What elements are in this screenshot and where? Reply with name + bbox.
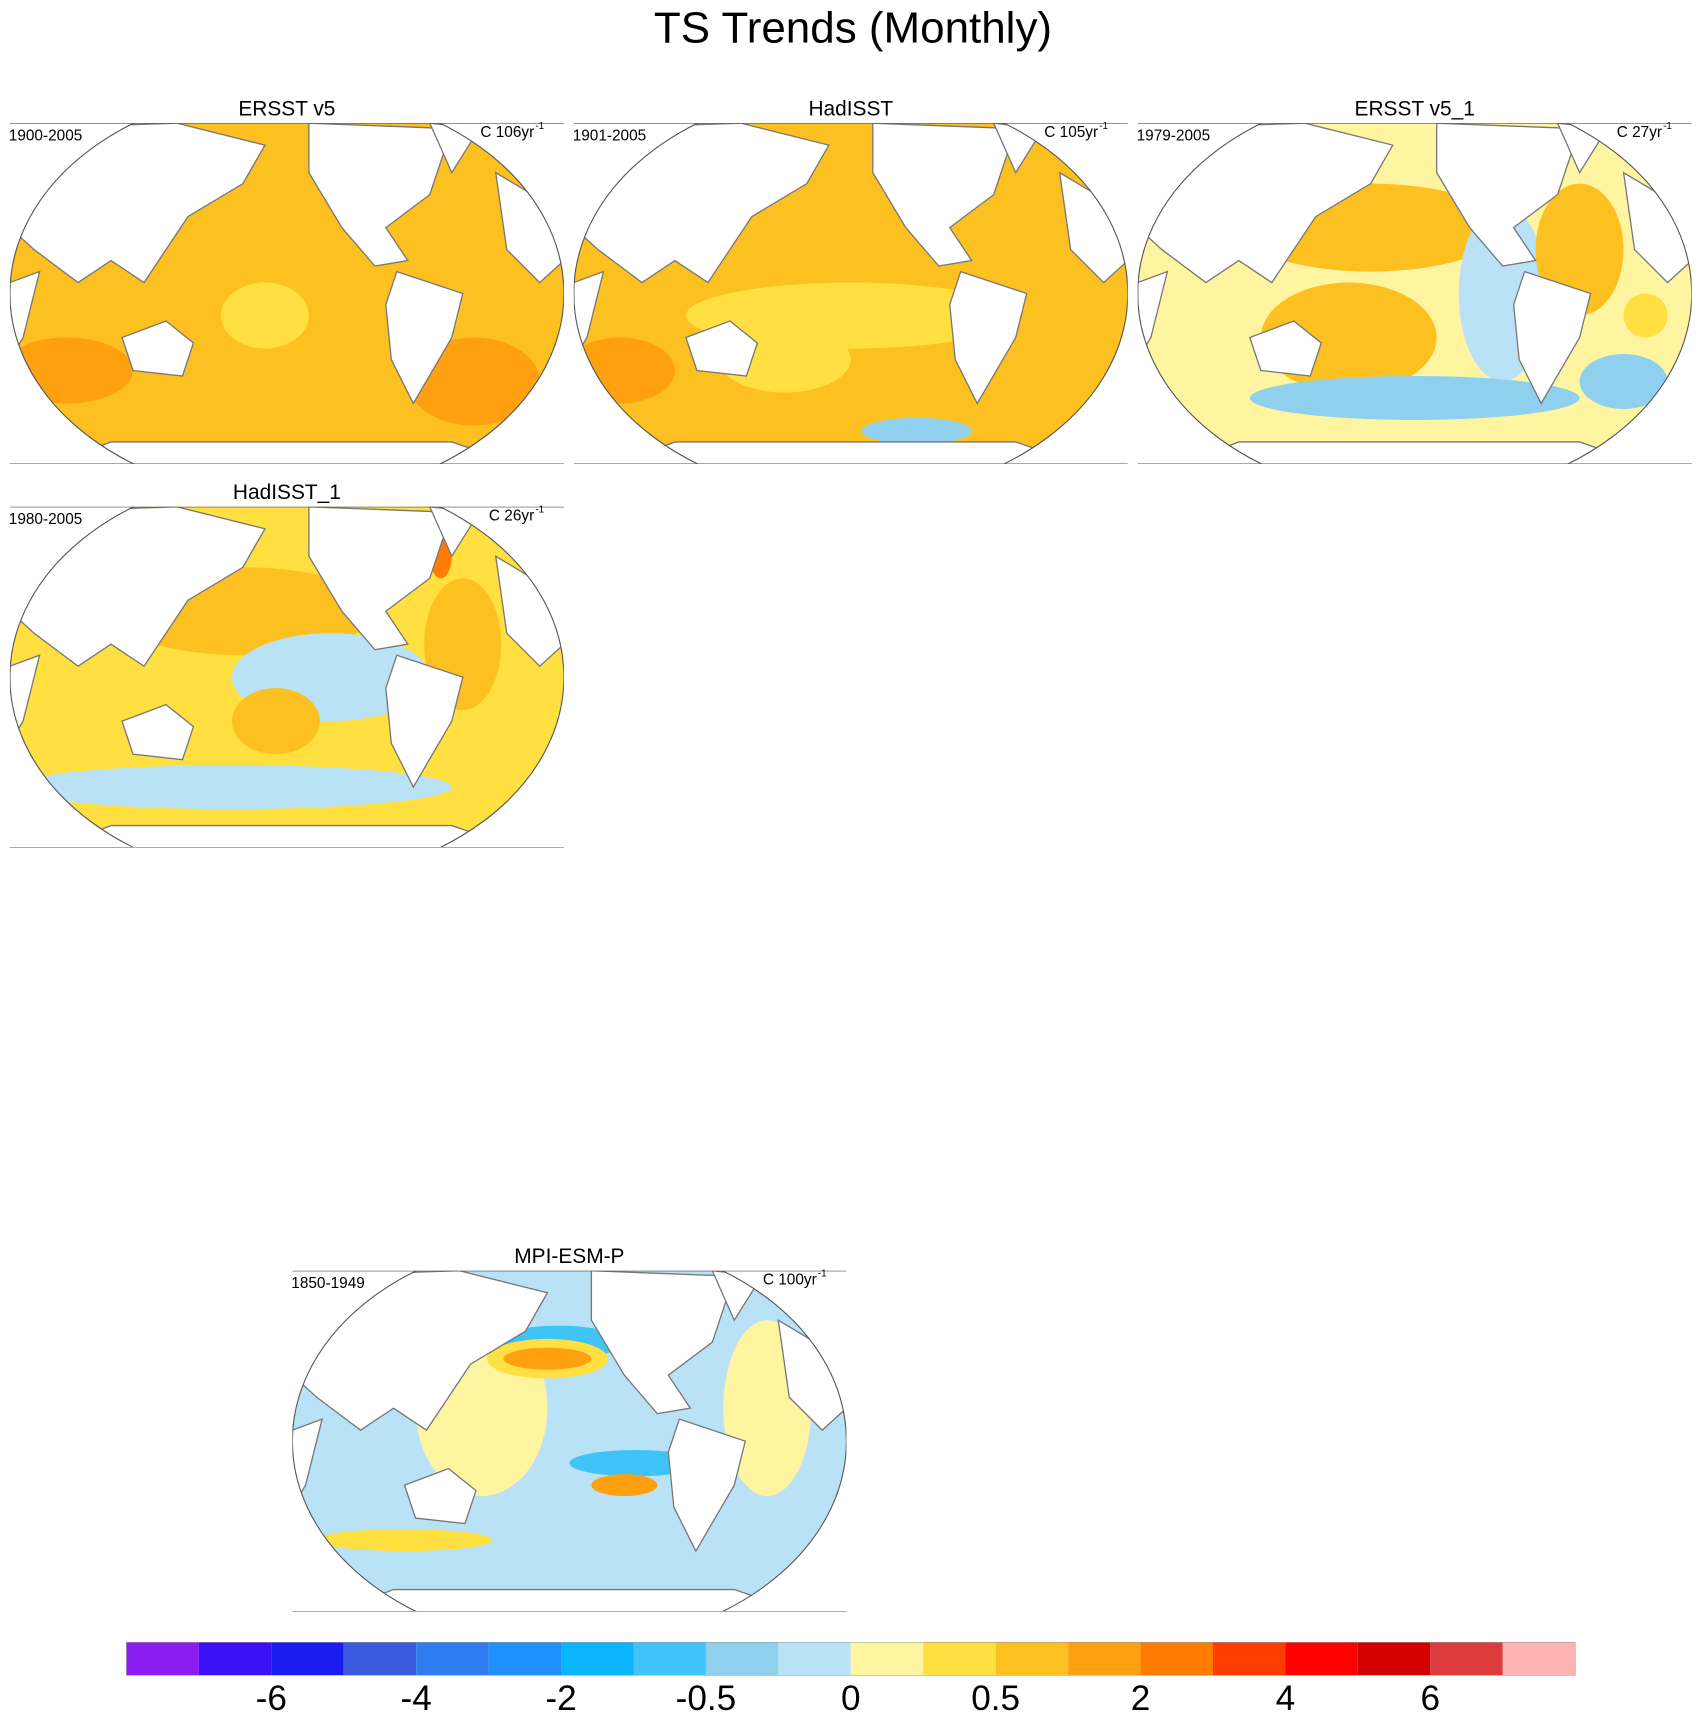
colorbar-label: -2 <box>545 1679 576 1718</box>
colorbar-label: -0.5 <box>676 1679 737 1718</box>
colorbar-box <box>561 1642 634 1676</box>
land <box>1137 270 1169 362</box>
land <box>403 1467 477 1525</box>
panel-title: ERSST v5_1 <box>1355 97 1475 120</box>
units-label: C 105yr <box>1044 124 1098 141</box>
field-patch <box>1249 375 1580 420</box>
colorbar-box <box>633 1642 706 1676</box>
colorbar-box <box>1068 1642 1141 1676</box>
land <box>1512 270 1592 405</box>
land <box>949 270 1028 405</box>
colorbar-box <box>126 1642 199 1676</box>
panel-title: HadISST_1 <box>233 481 341 504</box>
land <box>573 441 1128 464</box>
field-patch <box>220 282 309 349</box>
units-exponent: -1 <box>535 505 544 516</box>
colorbar-box <box>488 1642 562 1676</box>
period-label: 1850-1949 <box>291 1275 365 1292</box>
field-patch <box>1579 354 1668 409</box>
field-patch <box>9 337 134 404</box>
map-body <box>9 506 564 848</box>
colorbar-box <box>850 1642 924 1676</box>
period-label: 1980-2005 <box>9 511 83 528</box>
land <box>9 824 564 848</box>
colorbar-label: 2 <box>1131 1679 1151 1718</box>
colorbar-label: 0 <box>841 1679 861 1718</box>
colorbar-box <box>343 1642 417 1676</box>
map-body <box>573 123 1128 464</box>
map <box>292 1270 847 1612</box>
land <box>292 1588 847 1612</box>
units-label: C 100yr <box>763 1272 817 1289</box>
colorbar-box <box>1212 1642 1286 1676</box>
colorbar-box <box>705 1642 779 1676</box>
land <box>667 1418 747 1553</box>
land <box>385 270 464 405</box>
colorbar-box <box>198 1642 272 1676</box>
period-label: 1979-2005 <box>1137 127 1211 144</box>
units-exponent: -1 <box>818 1269 827 1280</box>
land <box>121 703 195 761</box>
colorbar-box <box>995 1642 1069 1676</box>
field-patch <box>503 1347 592 1370</box>
land <box>685 320 759 377</box>
colorbar-box <box>1502 1642 1576 1676</box>
units-exponent: -1 <box>1099 121 1108 132</box>
land <box>1248 320 1323 377</box>
colorbar-label: 0.5 <box>971 1679 1020 1718</box>
period-label: 1901-2005 <box>573 127 647 144</box>
colorbar-box <box>1140 1642 1213 1676</box>
colorbar-border <box>126 1642 1576 1676</box>
land <box>385 654 464 789</box>
figure-title: TS Trends (Monthly) <box>654 3 1052 52</box>
units-label: C 106yr <box>480 124 534 141</box>
field-patch <box>316 1529 493 1552</box>
land <box>573 270 605 362</box>
field-patch <box>861 417 972 445</box>
colorbar-box <box>1430 1642 1503 1676</box>
map <box>9 506 564 848</box>
colorbar-box <box>778 1642 851 1676</box>
colorbar-label: 4 <box>1276 1679 1296 1718</box>
panel-title: ERSST v5 <box>238 97 335 120</box>
colorbar-box <box>271 1642 344 1676</box>
land <box>292 1418 324 1510</box>
field-patch <box>573 337 675 404</box>
colorbar-label: -4 <box>401 1679 432 1718</box>
colorbar-box <box>1357 1642 1431 1676</box>
map <box>9 123 564 464</box>
map <box>1137 123 1692 464</box>
colorbar-box <box>416 1642 489 1676</box>
map-body <box>9 123 564 464</box>
colorbar-label: 6 <box>1421 1679 1441 1718</box>
land <box>1137 441 1692 464</box>
period-label: 1900-2005 <box>9 127 83 144</box>
field-patch <box>591 1474 658 1497</box>
field-patch <box>407 337 540 426</box>
field-patch <box>12 765 452 810</box>
field-patch <box>231 688 320 755</box>
units-label: C 27yr <box>1617 124 1662 141</box>
map-body <box>1137 123 1692 464</box>
land <box>9 441 564 464</box>
units-exponent: -1 <box>1663 121 1672 132</box>
colorbar-label: -6 <box>256 1679 287 1718</box>
units-exponent: -1 <box>535 121 544 132</box>
map <box>573 123 1128 464</box>
colorbar-box <box>923 1642 996 1676</box>
land <box>121 320 195 377</box>
panel-title: MPI-ESM-P <box>514 1245 624 1268</box>
colorbar-box <box>1285 1642 1358 1676</box>
field-patch <box>1623 293 1668 338</box>
map-body <box>292 1270 847 1612</box>
panel-title: HadISST <box>808 97 893 120</box>
units-label: C 26yr <box>489 508 534 525</box>
